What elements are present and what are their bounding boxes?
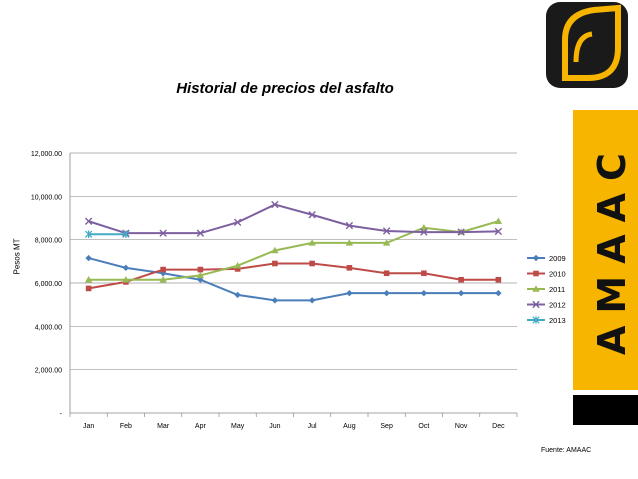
- data-point-2010: [421, 270, 427, 277]
- y-tick-label: 10,000.00: [31, 194, 62, 201]
- black-bar: [573, 395, 638, 425]
- data-point-2009: [495, 289, 502, 297]
- x-tick-label: Dec: [492, 423, 505, 430]
- data-point-2012: [271, 200, 279, 209]
- data-point-2010: [458, 276, 464, 283]
- data-point-2012: [308, 211, 316, 219]
- data-point-2010: [346, 265, 353, 271]
- data-point-2011: [420, 224, 428, 231]
- data-point-2009: [197, 276, 204, 283]
- legend-marker-2009: [532, 254, 540, 262]
- data-point-2010: [160, 266, 166, 273]
- data-point-2012: [159, 229, 167, 237]
- data-point-2013: [122, 230, 130, 238]
- data-point-2011: [122, 276, 130, 283]
- legend-marker-2010: [533, 270, 539, 277]
- data-point-2010: [197, 266, 204, 273]
- x-tick-label: Apr: [195, 423, 207, 430]
- legend-label-2012: 2012: [549, 301, 566, 310]
- legend-label-2011: 2011: [549, 285, 565, 294]
- data-point-2010: [383, 270, 390, 277]
- data-point-2011: [196, 271, 205, 279]
- legend-marker-2011: [532, 285, 540, 292]
- source-note: Fuente: AMAAC: [541, 447, 592, 454]
- series-line-2012: [88, 203, 499, 235]
- data-point-2011: [233, 261, 242, 269]
- data-point-2012: [84, 217, 93, 225]
- data-point-2012: [382, 227, 391, 235]
- data-point-2012: [345, 221, 354, 230]
- x-tick-label: Aug: [343, 423, 356, 430]
- data-point-2011: [84, 276, 93, 283]
- data-point-2010: [234, 266, 241, 272]
- y-tick-label: -: [60, 411, 63, 418]
- x-tick-label: Jul: [308, 423, 317, 430]
- data-point-2010: [85, 285, 92, 292]
- data-point-2009: [457, 289, 465, 297]
- data-point-2013: [84, 230, 93, 238]
- x-tick-label: Oct: [418, 423, 429, 430]
- data-point-2011: [159, 276, 167, 283]
- series-line-2011: [88, 220, 499, 281]
- x-tick-label: May: [231, 423, 245, 430]
- data-point-2011: [494, 217, 503, 224]
- data-point-2009: [85, 254, 92, 262]
- data-point-2011: [345, 239, 354, 246]
- y-tick-label: 12,000.00: [31, 151, 62, 158]
- data-point-2010: [272, 260, 278, 267]
- x-tick-label: Mar: [157, 423, 170, 430]
- y-tick-label: 2,000.00: [35, 368, 62, 375]
- legend-label-2010: 2010: [549, 270, 566, 279]
- y-tick-label: 6,000.00: [35, 281, 62, 288]
- data-point-2012: [420, 228, 428, 236]
- x-tick-label: Feb: [120, 423, 132, 430]
- legend-label-2013: 2013: [549, 316, 566, 325]
- chart-title: Historial de precios del asfalto: [176, 80, 394, 97]
- data-point-2012: [494, 227, 503, 236]
- x-tick-label: Nov: [455, 423, 468, 430]
- data-point-2009: [234, 291, 241, 299]
- data-point-2009: [159, 270, 167, 277]
- data-point-2009: [346, 289, 353, 297]
- x-tick-label: Sep: [380, 423, 393, 430]
- legend-marker-2013: [532, 316, 540, 324]
- brand-bar: [573, 110, 638, 390]
- data-point-2010: [495, 276, 502, 283]
- data-point-2012: [457, 228, 465, 236]
- data-point-2011: [308, 239, 316, 246]
- legend-marker-2012: [532, 300, 540, 309]
- x-tick-label: Jun: [269, 423, 280, 430]
- data-point-2010: [309, 260, 315, 267]
- data-point-2009: [420, 289, 428, 297]
- amaac-logo: [540, 0, 638, 92]
- data-point-2009: [383, 289, 390, 297]
- data-point-2012: [233, 218, 242, 227]
- data-point-2011: [382, 239, 391, 246]
- data-point-2012: [196, 229, 205, 237]
- data-point-2009: [271, 297, 279, 304]
- y-tick-label: 8,000.00: [35, 238, 62, 245]
- legend-label-2009: 2009: [549, 254, 566, 263]
- data-point-2011: [271, 246, 279, 254]
- data-point-2009: [122, 264, 130, 272]
- data-point-2009: [308, 297, 316, 304]
- series-line-2010: [88, 262, 499, 290]
- y-tick-label: 4,000.00: [35, 324, 62, 331]
- x-tick-label: Jan: [83, 423, 94, 430]
